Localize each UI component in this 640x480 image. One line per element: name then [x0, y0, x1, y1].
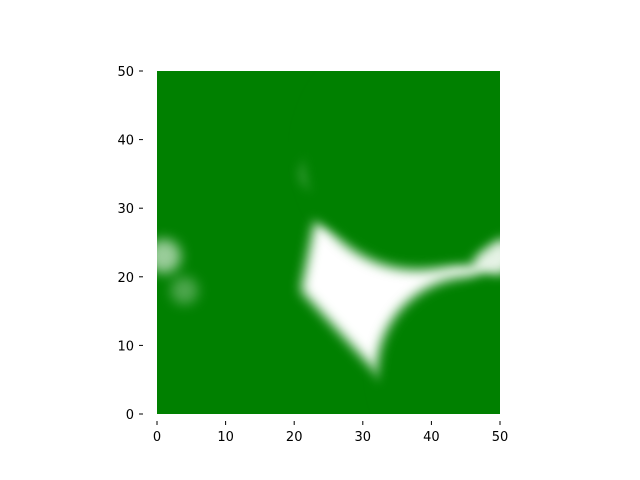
green-region-1: [376, 276, 500, 414]
y-tick-label: 50: [117, 65, 134, 80]
y-tick-label: 20: [117, 271, 134, 286]
green-region-0: [301, 71, 500, 270]
y-tick-label: 40: [117, 134, 134, 149]
x-tick-label: 30: [355, 430, 372, 445]
heatmap-green-layer: [301, 71, 500, 414]
plot-area: [157, 71, 500, 414]
white-region-2: [157, 239, 182, 274]
x-tick-label: 10: [217, 430, 234, 445]
x-tick-label: 20: [286, 430, 303, 445]
y-tick-label: 30: [117, 202, 134, 217]
y-axis: 0 10 20 30 40 50: [117, 65, 143, 423]
y-tick-label: 10: [117, 339, 134, 354]
white-region-3: [170, 276, 199, 305]
x-axis: 0 10 20 30 40 50: [153, 421, 508, 445]
y-tick-label: 0: [126, 408, 134, 423]
x-tick-label: 50: [492, 430, 509, 445]
x-tick-label: 0: [153, 430, 161, 445]
x-tick-label: 40: [423, 430, 440, 445]
